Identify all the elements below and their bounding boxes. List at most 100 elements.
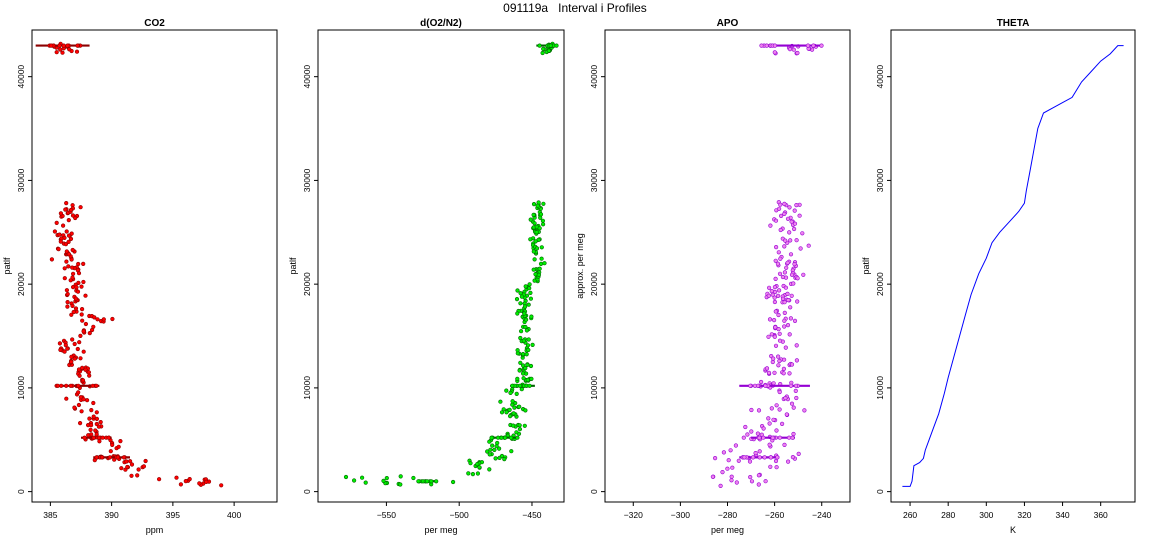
data-point [504,410,509,415]
data-point [756,482,761,487]
data-point [517,383,523,388]
data-point [805,43,811,48]
data-point [522,423,527,428]
data-point [793,388,798,394]
data-point [518,301,523,306]
data-point [343,474,349,480]
data-point [518,360,523,365]
data-point [761,435,766,440]
data-point [76,390,81,395]
data-point [477,465,482,470]
data-point [528,290,533,296]
data-point [729,474,734,479]
data-point [770,435,775,440]
data-point [802,408,807,413]
panel-title: d(O2/N2) [420,18,462,29]
y-tick-label: 10000 [16,376,26,400]
data-point [78,205,83,210]
data-point [527,383,532,388]
data-point [94,455,99,460]
data-point [64,229,69,234]
data-point [381,478,386,484]
data-point [110,442,115,448]
y-tick-label: 40000 [589,65,599,89]
data-point [536,272,542,278]
data-point [518,335,523,341]
data-point [83,321,88,327]
data-point [360,475,365,480]
data-point [107,455,112,460]
data-point [79,284,84,289]
data-point [780,296,786,301]
data-point [157,477,162,482]
data-point [73,306,79,311]
data-point [787,371,792,376]
data-point [790,455,796,460]
y-tick-label: 20000 [589,272,599,296]
data-point [75,289,81,294]
data-point [789,362,795,367]
data-point [529,376,534,382]
data-point [712,456,718,461]
data-point [528,217,533,222]
data-point [763,479,768,484]
data-point [766,285,772,290]
data-point [496,435,501,440]
data-point [791,405,796,410]
data-point [729,478,734,483]
data-point [775,354,781,359]
data-point [60,223,66,228]
data-point [70,337,75,342]
data-point [77,340,82,345]
data-point [80,365,85,371]
panel-3: APO per meg approx. per meg −320 −300 −280 −26… [575,18,851,535]
data-point [520,363,526,368]
data-point [775,293,781,299]
data-point [466,471,471,476]
data-point [501,407,506,412]
data-point [749,479,755,484]
data-point [85,423,91,428]
y-tick-label: 20000 [875,272,885,296]
data-point [741,435,746,440]
data-point [783,238,788,243]
data-point [790,435,795,440]
data-point [488,447,493,452]
data-point [70,303,75,309]
x-tick-label: 360 [1094,510,1108,520]
data-point [736,458,741,463]
theta-line [902,45,1124,487]
data-point [763,383,768,388]
data-point [726,458,731,463]
data-point [118,439,123,444]
data-point [101,317,106,322]
data-point [777,407,782,412]
data-point [756,408,762,413]
data-point [743,424,748,430]
data-point [100,435,105,440]
data-point [86,370,91,375]
data-point [771,417,776,422]
data-point [178,482,183,487]
data-point [767,442,772,447]
data-point [792,208,797,213]
data-point [66,218,71,223]
data-point [537,266,542,271]
plot-frame [890,29,1136,503]
data-point [770,359,775,365]
data-point [485,449,490,454]
x-tick-label: 400 [227,510,241,520]
x-tick-label: 300 [979,510,993,520]
data-point [121,455,126,460]
x-tick-label: −450 [522,510,541,520]
x-axis-label: per meg [711,525,744,535]
data-point [524,328,530,333]
data-point [490,443,495,448]
data-point [504,388,509,393]
data-point [782,324,787,329]
data-point [197,481,202,486]
data-point [792,221,798,226]
data-point [56,247,61,252]
data-point [769,289,774,294]
data-point [532,221,537,226]
